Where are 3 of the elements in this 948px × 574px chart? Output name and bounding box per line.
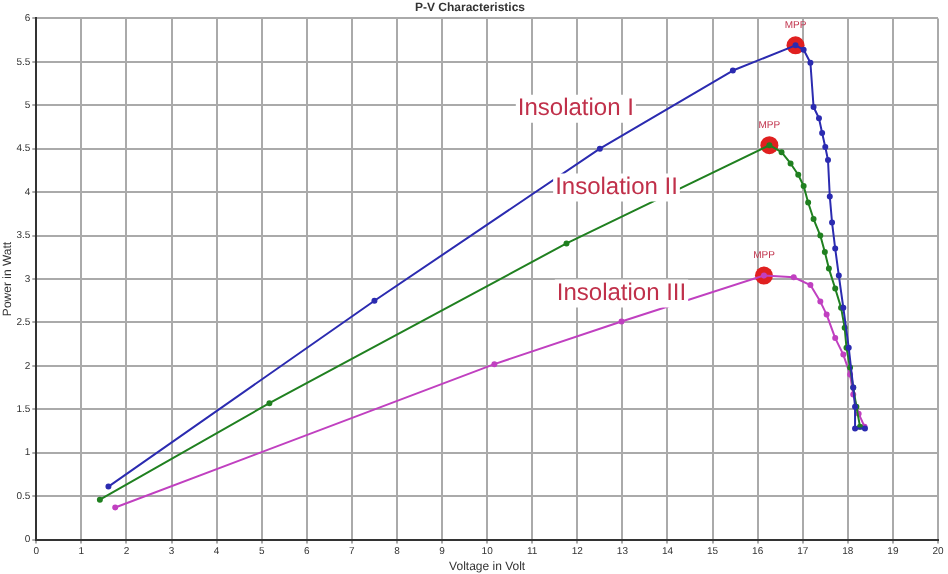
series-label: Insolation III [556,278,687,307]
series-label: Insolation II [555,172,678,201]
series-label: Insolation I [517,93,634,122]
